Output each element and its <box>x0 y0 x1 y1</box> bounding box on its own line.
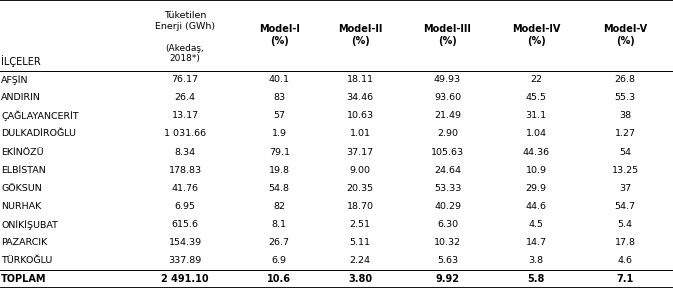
Text: 3.80: 3.80 <box>348 274 372 284</box>
Text: DULKADİROĞLU: DULKADİROĞLU <box>1 130 76 139</box>
Text: 29.9: 29.9 <box>526 184 546 193</box>
Text: 26.4: 26.4 <box>174 93 196 102</box>
Text: Model-V
(%): Model-V (%) <box>603 24 647 46</box>
Text: 26.7: 26.7 <box>269 238 290 247</box>
Text: PAZARCIK: PAZARCIK <box>1 238 48 247</box>
Text: 6.30: 6.30 <box>437 220 458 229</box>
Text: 4.6: 4.6 <box>618 256 633 265</box>
Text: 76.17: 76.17 <box>172 75 199 84</box>
Text: 615.6: 615.6 <box>172 220 199 229</box>
Text: EKİNÖZÜ: EKİNÖZÜ <box>1 147 44 157</box>
Text: 1 031.66: 1 031.66 <box>164 130 206 139</box>
Text: 1.27: 1.27 <box>614 130 636 139</box>
Text: 1.04: 1.04 <box>526 130 546 139</box>
Text: 4.5: 4.5 <box>528 220 544 229</box>
Text: 41.76: 41.76 <box>172 184 199 193</box>
Text: 13.25: 13.25 <box>612 166 639 175</box>
Text: Model-II
(%): Model-II (%) <box>338 24 382 46</box>
Text: 54: 54 <box>619 147 631 157</box>
Text: AFŞİN: AFŞİN <box>1 75 29 85</box>
Text: 3.8: 3.8 <box>528 256 544 265</box>
Text: 38: 38 <box>619 111 631 120</box>
Text: 5.8: 5.8 <box>528 274 544 284</box>
Text: TÜRKOĞLU: TÜRKOĞLU <box>1 256 52 265</box>
Text: 1.9: 1.9 <box>272 130 287 139</box>
Text: 14.7: 14.7 <box>526 238 546 247</box>
Text: 53.33: 53.33 <box>434 184 461 193</box>
Text: 178.83: 178.83 <box>168 166 202 175</box>
Text: 26.8: 26.8 <box>614 75 636 84</box>
Text: 6.9: 6.9 <box>272 256 287 265</box>
Text: Model-I
(%): Model-I (%) <box>259 24 299 46</box>
Text: 83: 83 <box>273 93 285 102</box>
Text: Model-III
(%): Model-III (%) <box>423 24 472 46</box>
Text: 10.9: 10.9 <box>526 166 546 175</box>
Text: 55.3: 55.3 <box>614 93 636 102</box>
Text: 24.64: 24.64 <box>434 166 461 175</box>
Text: ONİKİŞUBAT: ONİKİŞUBAT <box>1 220 59 230</box>
Text: 13.17: 13.17 <box>172 111 199 120</box>
Text: 57: 57 <box>273 111 285 120</box>
Text: 10.6: 10.6 <box>267 274 291 284</box>
Text: GÖKSUN: GÖKSUN <box>1 184 42 193</box>
Text: 8.1: 8.1 <box>272 220 287 229</box>
Text: 20.35: 20.35 <box>347 184 374 193</box>
Text: ELBİSTAN: ELBİSTAN <box>1 166 46 175</box>
Text: 37: 37 <box>619 184 631 193</box>
Text: 22: 22 <box>530 75 542 84</box>
Text: 8.34: 8.34 <box>174 147 196 157</box>
Text: 9.92: 9.92 <box>435 274 460 284</box>
Text: 337.89: 337.89 <box>168 256 202 265</box>
Text: 2.24: 2.24 <box>349 256 371 265</box>
Text: TOPLAM: TOPLAM <box>1 274 47 284</box>
Text: 21.49: 21.49 <box>434 111 461 120</box>
Text: 34.46: 34.46 <box>347 93 374 102</box>
Text: 93.60: 93.60 <box>434 93 461 102</box>
Text: 40.1: 40.1 <box>269 75 290 84</box>
Text: NURHAK: NURHAK <box>1 202 42 211</box>
Text: 7.1: 7.1 <box>616 274 634 284</box>
Text: Model-IV
(%): Model-IV (%) <box>512 24 560 46</box>
Text: 17.8: 17.8 <box>614 238 636 247</box>
Text: 31.1: 31.1 <box>526 111 546 120</box>
Text: 54.7: 54.7 <box>614 202 636 211</box>
Text: 5.63: 5.63 <box>437 256 458 265</box>
Text: 105.63: 105.63 <box>431 147 464 157</box>
Text: 2.51: 2.51 <box>349 220 371 229</box>
Text: 10.63: 10.63 <box>347 111 374 120</box>
Text: 45.5: 45.5 <box>526 93 546 102</box>
Text: 1.01: 1.01 <box>349 130 371 139</box>
Text: 154.39: 154.39 <box>168 238 202 247</box>
Text: 9.00: 9.00 <box>349 166 371 175</box>
Text: 44.36: 44.36 <box>522 147 550 157</box>
Text: 49.93: 49.93 <box>434 75 461 84</box>
Text: 6.95: 6.95 <box>174 202 196 211</box>
Text: 40.29: 40.29 <box>434 202 461 211</box>
Text: ANDIRIN: ANDIRIN <box>1 93 41 102</box>
Text: ÇAĞLAYANCERİT: ÇAĞLAYANCERİT <box>1 111 79 121</box>
Text: 19.8: 19.8 <box>269 166 290 175</box>
Text: 18.70: 18.70 <box>347 202 374 211</box>
Text: 37.17: 37.17 <box>347 147 374 157</box>
Text: 2.90: 2.90 <box>437 130 458 139</box>
Text: Tüketilen
Enerji (GWh): Tüketilen Enerji (GWh) <box>155 12 215 31</box>
Text: (Akedaş,
2018*): (Akedaş, 2018*) <box>166 44 205 63</box>
Text: 5.11: 5.11 <box>349 238 371 247</box>
Text: 79.1: 79.1 <box>269 147 290 157</box>
Text: 82: 82 <box>273 202 285 211</box>
Text: 44.6: 44.6 <box>526 202 546 211</box>
Text: 54.8: 54.8 <box>269 184 290 193</box>
Text: 10.32: 10.32 <box>434 238 461 247</box>
Text: 5.4: 5.4 <box>618 220 633 229</box>
Text: 18.11: 18.11 <box>347 75 374 84</box>
Text: 2 491.10: 2 491.10 <box>162 274 209 284</box>
Text: İLÇELER: İLÇELER <box>1 55 41 67</box>
